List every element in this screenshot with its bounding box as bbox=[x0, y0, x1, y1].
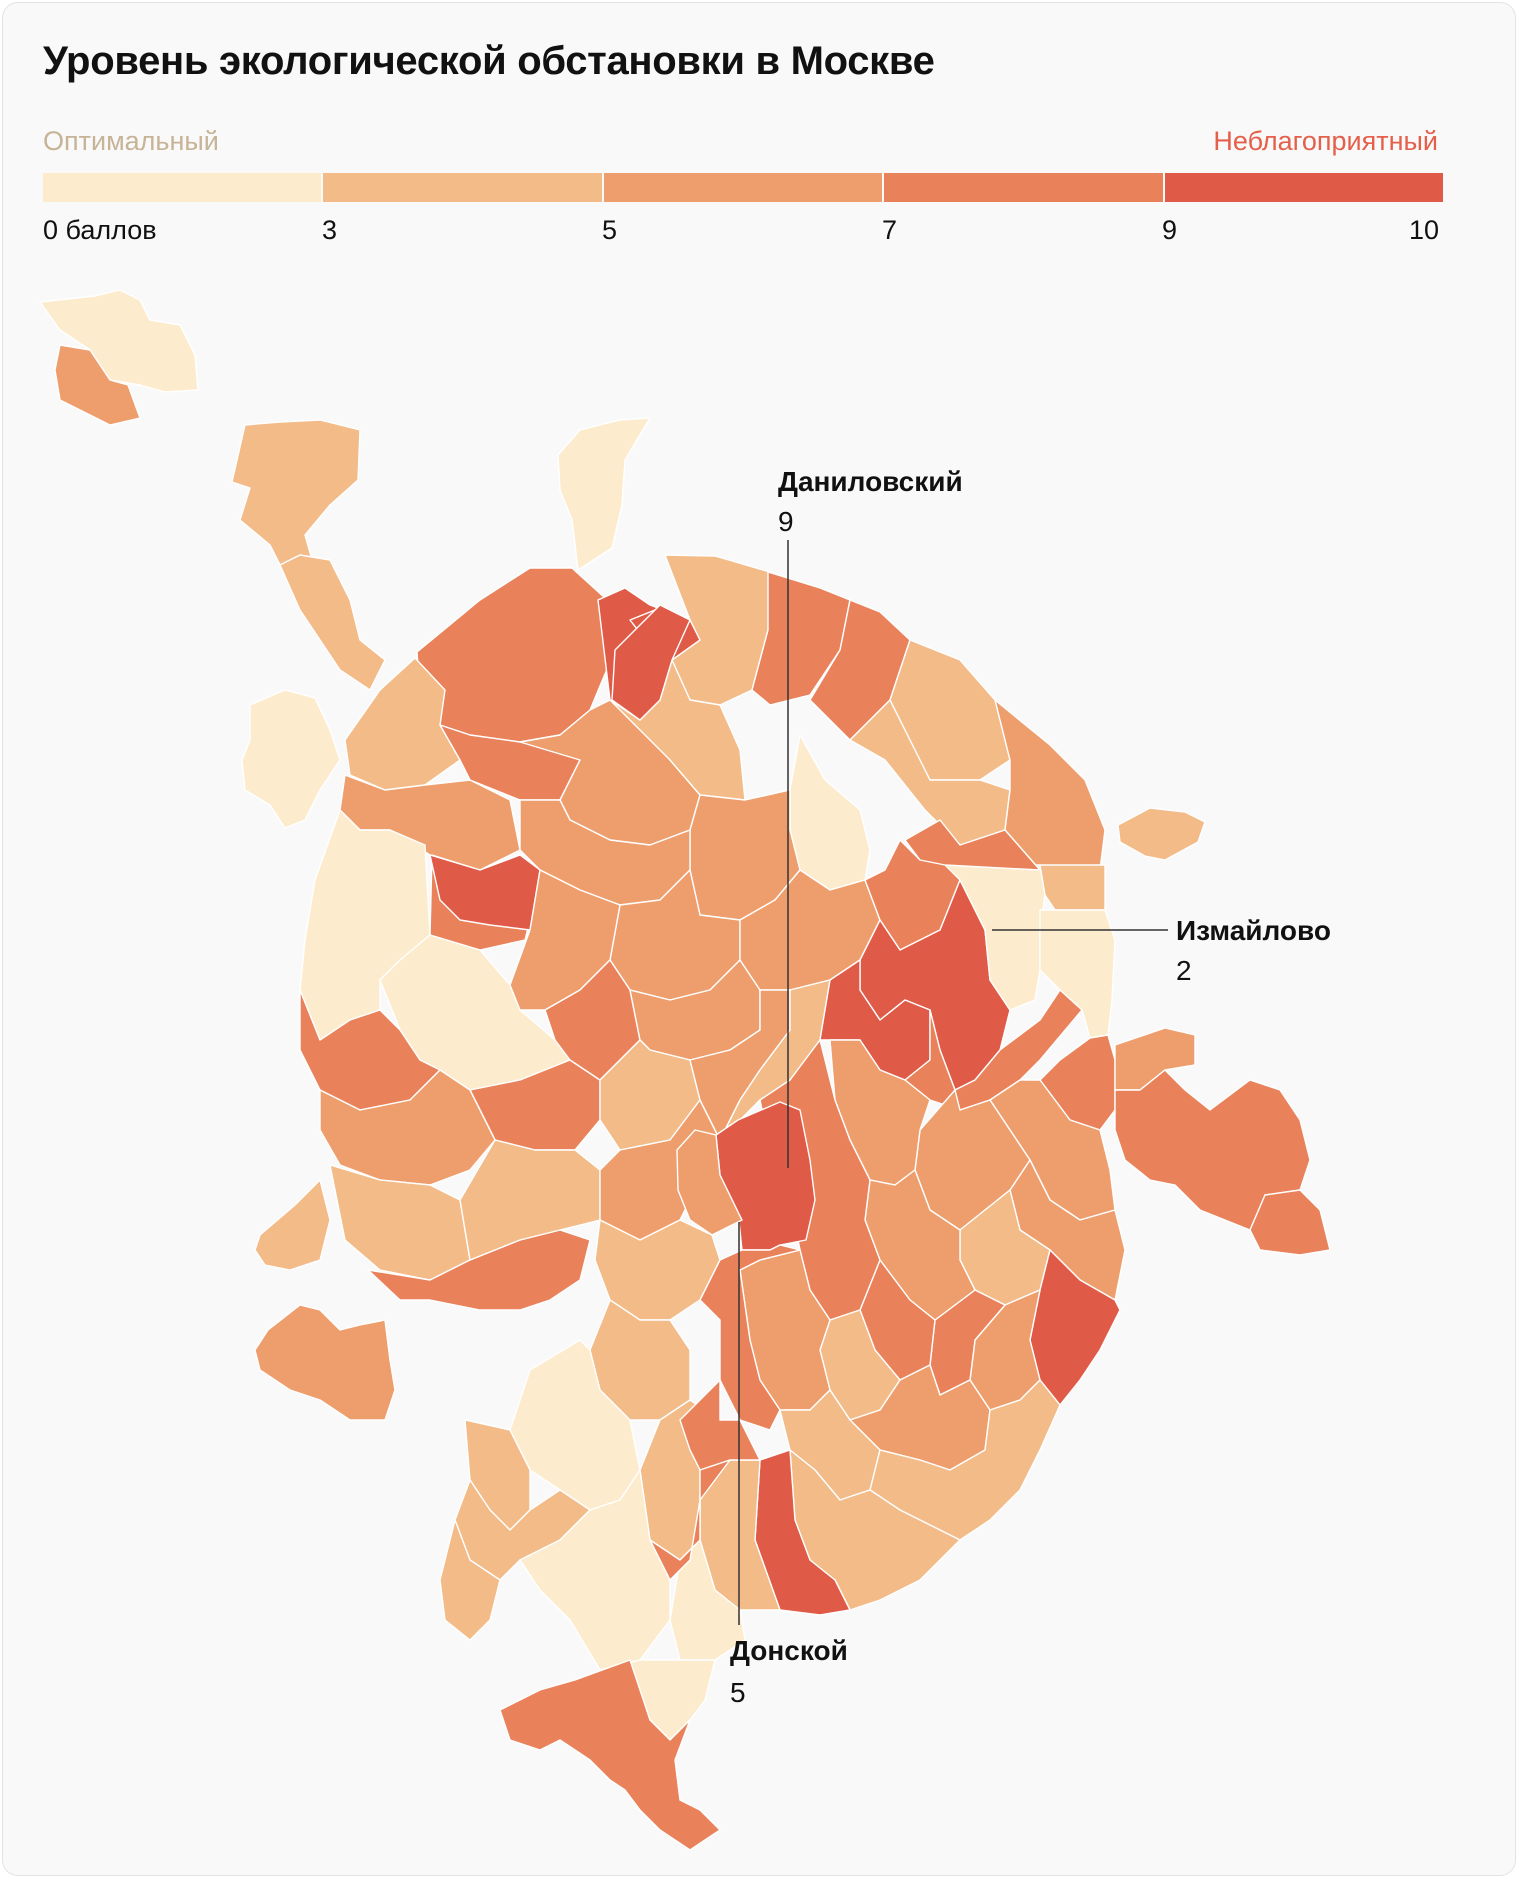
callout-name-izmaylovo: Измайлово bbox=[1176, 915, 1331, 946]
district bbox=[54, 344, 141, 426]
district bbox=[279, 554, 386, 691]
district bbox=[1039, 864, 1106, 911]
district bbox=[231, 419, 361, 571]
district bbox=[679, 1379, 761, 1471]
district bbox=[329, 1164, 471, 1281]
callout-name-donskoy: Донской bbox=[730, 1635, 848, 1666]
scale-tick-9: 9 bbox=[1162, 215, 1178, 245]
scale-segment-3-5 bbox=[321, 173, 602, 202]
scale-tick-7: 7 bbox=[882, 215, 898, 245]
districts bbox=[39, 289, 1331, 1851]
scale-tick-5: 5 bbox=[602, 215, 618, 245]
scale-tick-3: 3 bbox=[322, 215, 338, 245]
district bbox=[241, 689, 341, 829]
color-scale bbox=[43, 173, 1444, 202]
district bbox=[649, 1459, 731, 1581]
callout-value-danilovsky: 9 bbox=[778, 506, 794, 537]
district bbox=[1249, 1189, 1331, 1256]
district bbox=[557, 417, 651, 571]
district bbox=[789, 734, 871, 891]
callout-name-danilovsky: Даниловский bbox=[778, 466, 963, 497]
district bbox=[459, 1139, 601, 1261]
district bbox=[499, 1659, 721, 1851]
map-title: Уровень экологической обстановки в Москв… bbox=[43, 39, 935, 83]
district bbox=[299, 989, 441, 1111]
scale-segment-9-10 bbox=[1162, 173, 1444, 202]
scale-tick-10: 10 bbox=[1409, 215, 1440, 245]
district bbox=[299, 809, 431, 1041]
district bbox=[254, 1304, 396, 1421]
district bbox=[439, 1519, 501, 1641]
district bbox=[254, 1179, 331, 1271]
scale-segment-5-7 bbox=[601, 173, 883, 202]
district bbox=[319, 1069, 496, 1186]
district bbox=[1114, 1069, 1311, 1231]
scale-tick-0: 0 баллов bbox=[43, 215, 157, 245]
callout-value-izmaylovo: 2 bbox=[1176, 955, 1192, 986]
callouts: Даниловский 9 Измайлово 2 Донской 5 bbox=[730, 466, 1331, 1708]
legend-low-label: Оптимальный bbox=[43, 126, 219, 156]
district bbox=[611, 604, 691, 721]
callout-value-donskoy: 5 bbox=[730, 1677, 746, 1708]
district-danilovsky bbox=[715, 1101, 816, 1251]
district bbox=[751, 571, 851, 706]
district bbox=[1117, 807, 1206, 861]
legend-high-label: Неблагоприятный bbox=[1213, 126, 1438, 156]
scale-segment-0-3 bbox=[43, 173, 322, 202]
district bbox=[699, 1244, 801, 1431]
district-donskoy bbox=[676, 1129, 743, 1236]
district bbox=[904, 819, 1041, 871]
scale-segment-7-9 bbox=[882, 173, 1163, 202]
